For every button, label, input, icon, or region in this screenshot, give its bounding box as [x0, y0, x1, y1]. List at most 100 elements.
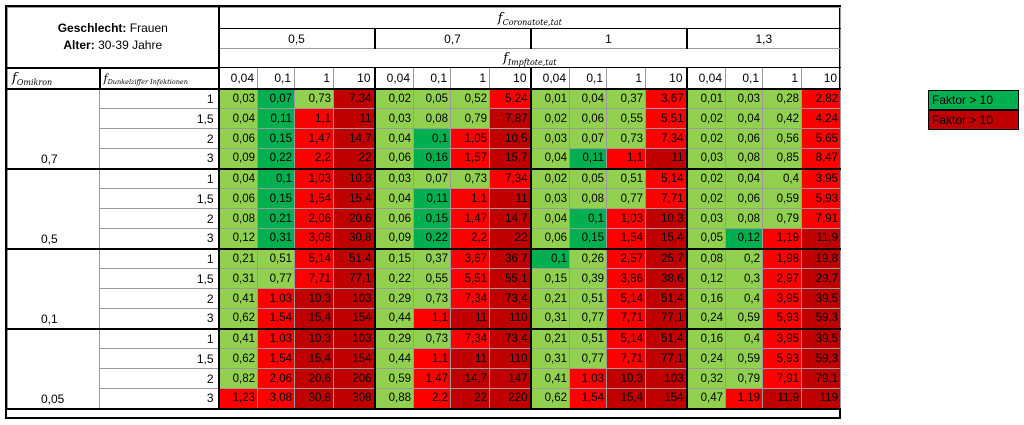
- dunkelziffer-value: 3: [98, 148, 220, 170]
- factor-cell: 0,3: [725, 268, 764, 289]
- factor-cell: 0,01: [685, 88, 727, 109]
- impftote-value: 10: [645, 67, 688, 90]
- factor-cell: 220: [489, 388, 532, 410]
- coronatote-header: fCoronatote,tat: [218, 7, 842, 29]
- factor-cell: 0,73: [606, 128, 647, 149]
- factor-cell: 0,31: [217, 268, 259, 289]
- factor-cell: 0,73: [450, 168, 491, 189]
- impftote-sub: Impftote,tat: [507, 57, 557, 67]
- table-row: 2 0,08 0,21 2,06 20,6 0,06 0,15 1,47 14,7 0,04 0,1…: [8, 208, 842, 229]
- factor-cell: 0,08: [685, 248, 727, 269]
- factor-cell: 2,2: [413, 388, 452, 410]
- factor-cell: 0,88: [373, 388, 415, 410]
- factor-cell: 39,5: [801, 328, 842, 349]
- factor-cell: 5,14: [645, 168, 688, 189]
- factor-cell: 0,51: [569, 328, 608, 349]
- factor-cell: 59,3: [801, 348, 842, 369]
- factor-cell: 14,7: [333, 128, 376, 149]
- factor-cell: 1,03: [606, 208, 647, 229]
- factor-cell: 0,1: [257, 168, 296, 189]
- factor-cell: 1,03: [294, 168, 335, 189]
- factor-cell: 0,09: [373, 228, 415, 250]
- factor-cell: 0,16: [685, 328, 727, 349]
- factor-cell: 103: [645, 368, 688, 389]
- gender-value: Frauen: [129, 21, 168, 36]
- dunkelziffer-value: 1: [98, 168, 220, 189]
- factor-cell: 0,02: [373, 88, 415, 109]
- dunkelziffer-value: 1,5: [98, 108, 220, 129]
- factor-cell: 0,16: [685, 288, 727, 309]
- factor-cell: 0,04: [217, 168, 259, 189]
- factor-cell: 7,71: [645, 188, 688, 209]
- factor-cell: 1,54: [606, 228, 647, 250]
- factor-cell: 154: [645, 388, 688, 410]
- factor-cell: 1,47: [450, 208, 491, 229]
- dunkelziffer-sub: Dunkelziffer Infektionen: [107, 78, 188, 86]
- gender-label: Geschlecht:: [57, 21, 127, 36]
- factor-cell: 0,21: [529, 328, 571, 349]
- factor-cell: 38,6: [645, 268, 688, 289]
- factor-cell: 1,54: [294, 188, 335, 209]
- factor-cell: 0,28: [762, 88, 803, 109]
- impftote-value: 0,04: [217, 67, 259, 90]
- coronatote-sub: Coronatote,tat: [502, 17, 562, 27]
- factor-cell: 7,34: [645, 128, 688, 149]
- omikron-value: 0,7: [7, 88, 100, 170]
- omikron-value: 0,05: [7, 328, 100, 410]
- factor-cell: 0,04: [217, 108, 259, 129]
- factor-cell: 119: [801, 388, 842, 410]
- factor-cell: 7,34: [450, 328, 491, 349]
- table-row: 2 0,06 0,15 1,47 14,7 0,04 0,1 1,05 10,5 0,03 0,07…: [8, 128, 842, 149]
- factor-cell: 29,7: [801, 268, 842, 289]
- dunkelziffer-value: 1,5: [98, 188, 220, 209]
- factor-cell: 0,37: [413, 248, 452, 269]
- factor-cell: 0,55: [606, 108, 647, 129]
- factor-cell: 1,57: [450, 148, 491, 170]
- table-row: 0,05 1 0,41 1,03 10,3 103 0,29 0,73 7,34 73,4 0,21…: [7, 328, 842, 410]
- factor-cell: 0,05: [685, 228, 727, 250]
- factor-cell: 55,1: [489, 268, 532, 289]
- factor-cell: 103: [333, 288, 376, 309]
- factor-cell: 11: [450, 348, 491, 369]
- factor-cell: 0,21: [257, 208, 296, 229]
- impftote-value: 1: [294, 67, 335, 90]
- factor-cell: 4,24: [801, 108, 842, 129]
- factor-cell: 0,08: [217, 208, 259, 229]
- factor-cell: 5,51: [645, 108, 688, 129]
- gender-line: Geschlecht: Frauen: [9, 20, 217, 37]
- table-row: 2 0,82 2,06 20,6 206 0,59 1,47 14,7 147 0,41 1,03 1…: [8, 368, 842, 389]
- factor-cell: 0,03: [685, 148, 727, 170]
- factor-cell: 0,73: [294, 88, 335, 109]
- factor-cell: 0,08: [413, 108, 452, 129]
- dunkelziffer-value: 1,5: [98, 348, 220, 369]
- factor-cell: 0,12: [685, 268, 727, 289]
- impftote-value: 10: [489, 67, 532, 90]
- factor-cell: 0,04: [725, 168, 764, 189]
- factor-cell: 0,56: [762, 128, 803, 149]
- factor-cell: 0,02: [685, 168, 727, 189]
- factor-cell: 0,12: [217, 228, 259, 250]
- factor-cell: 22: [333, 148, 376, 170]
- impftote-value: 1: [450, 67, 491, 90]
- factor-cell: 0,15: [257, 128, 296, 149]
- factor-cell: 0,03: [529, 188, 571, 209]
- factor-cell: 0,62: [529, 388, 571, 410]
- age-line: Alter: 30-39 Jahre: [9, 37, 217, 54]
- factor-cell: 0,04: [529, 208, 571, 229]
- factor-cell: 0,07: [257, 88, 296, 109]
- factor-cell: 10,3: [294, 288, 335, 309]
- factor-cell: 10,5: [489, 128, 532, 149]
- factor-cell: 0,82: [217, 368, 259, 389]
- impftote-f: f: [503, 50, 508, 66]
- factor-cell: 10,3: [606, 368, 647, 389]
- factor-cell: 0,09: [217, 148, 259, 170]
- factor-cell: 0,77: [606, 188, 647, 209]
- factor-cell: 0,41: [217, 328, 259, 349]
- factor-cell: 0,79: [450, 108, 491, 129]
- factor-cell: 0,85: [762, 148, 803, 170]
- factor-cell: 0,08: [725, 148, 764, 170]
- factor-cell: 0,21: [217, 248, 259, 269]
- factor-cell: 5,14: [606, 288, 647, 309]
- factor-cell: 10,3: [333, 168, 376, 189]
- factor-cell: 0,02: [685, 128, 727, 149]
